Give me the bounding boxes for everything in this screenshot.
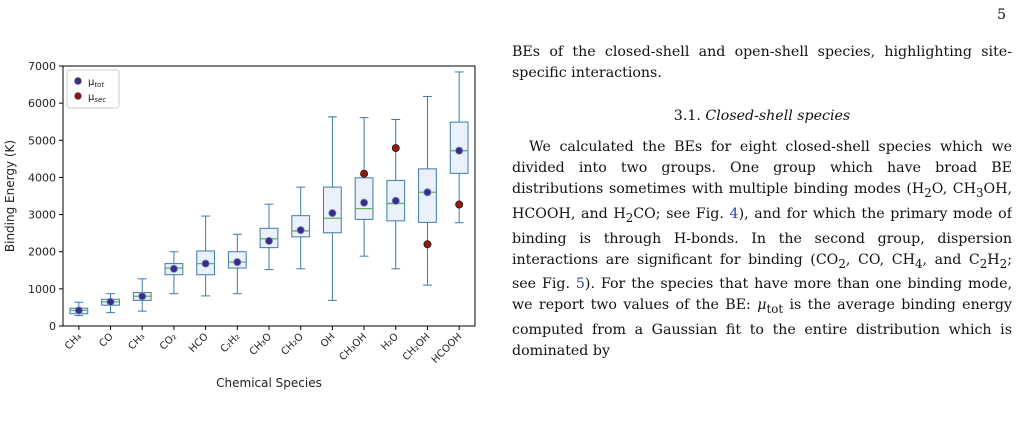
body-text: ; see Fig. [512, 251, 1012, 293]
plot-marks [69, 71, 469, 317]
subscript: 2 [979, 256, 988, 271]
legend: μtot μsec [66, 69, 120, 109]
x-tick-label: OH [319, 331, 338, 350]
body-text: ), and for which the primary mode of bin… [512, 205, 1012, 268]
mu-tot-point [201, 259, 210, 268]
subscript: tot [766, 302, 784, 317]
subscript: 2 [838, 256, 846, 271]
body-text: H [987, 251, 1000, 268]
y-tick-label: 6000 [28, 97, 56, 110]
mu-tot-point [138, 292, 147, 301]
y-tick-label: 3000 [28, 209, 56, 222]
mu-sec-point [391, 144, 400, 153]
plot-axes: 0 1000 2000 3000 4000 5000 6000 7000 Binding Ene… [3, 60, 476, 390]
legend-mu-tot-label: μtot [88, 77, 104, 89]
y-tick-label: 1000 [28, 283, 56, 296]
x-tick-label: CH₂OH [401, 331, 433, 363]
x-tick-label: C₂H₂ [219, 331, 243, 355]
intro-paragraph: BEs of the closed-shell and open-shell s… [512, 44, 1012, 81]
mu-tot-point [74, 306, 83, 315]
mu-tot-point [264, 236, 273, 245]
section-title: Closed-shell species [705, 108, 851, 124]
y-tick-label: 2000 [28, 246, 56, 259]
figure-ref-link[interactable]: 5 [575, 276, 585, 293]
x-axis-label: Chemical Species [216, 376, 322, 390]
x-tick-label: CH₂O [279, 331, 306, 358]
mu-tot-point [233, 258, 242, 267]
legend-mu-sec-marker [74, 92, 82, 100]
x-tick-label: CH₃ [126, 331, 147, 352]
x-tick-label: CH₃O [248, 331, 275, 358]
mu-tot-point [423, 188, 432, 197]
body-text: , CO, CH [845, 251, 915, 268]
mu-tot-point [328, 209, 337, 218]
subscript: 4 [914, 256, 923, 271]
body-text: We calculated the BEs for eight closed-s… [512, 139, 1012, 197]
mu-tot-point [360, 198, 369, 207]
legend-mu-tot-marker [74, 77, 82, 85]
section-heading: 3.1. Closed-shell species [512, 106, 1012, 127]
subscript: 3 [975, 185, 984, 200]
x-tick-label: HCOOH [430, 331, 464, 365]
x-tick-label: CH₃OH [337, 331, 369, 363]
legend-mu-sec-label: μsec [88, 92, 106, 104]
mu-symbol: μ [757, 297, 767, 314]
body-text: is the average binding energy computed f… [512, 297, 1012, 360]
box-9 [354, 177, 374, 220]
subscript: 2 [625, 210, 634, 225]
y-tick-label: 7000 [28, 60, 56, 73]
x-tick-label: H₂O [379, 331, 401, 353]
mu-tot-point [169, 264, 178, 273]
text-column: BEs of the closed-shell and open-shell s… [512, 42, 1012, 422]
y-tick-label: 5000 [28, 134, 56, 147]
body-text: ). For the species that have more than o… [512, 276, 1012, 314]
mu-tot-point [455, 146, 464, 155]
body-text: CO; see Fig. [633, 205, 730, 222]
plot-frame [62, 65, 476, 327]
mu-sec-point [423, 240, 432, 249]
x-tick-label: CO [97, 331, 115, 349]
mu-sec-point [455, 200, 464, 209]
mu-tot-point [391, 196, 400, 205]
subscript: 2 [924, 185, 932, 200]
x-tick-label: CO₂ [158, 331, 179, 352]
subscript: 2 [999, 256, 1008, 271]
x-tick-label: HCO [187, 331, 211, 355]
y-tick-label: 0 [49, 320, 56, 333]
mu-sec-point [360, 169, 369, 178]
body-text: , and C [922, 251, 980, 268]
mu-tot-point [106, 297, 115, 306]
y-axis-label: Binding Energy (K) [3, 140, 17, 252]
body-text: OH, HCOOH, and H [512, 181, 1012, 222]
figure-ref-link[interactable]: 4 [729, 205, 739, 222]
y-tick-label: 4000 [28, 171, 56, 184]
section-number: 3.1. [673, 108, 701, 124]
binding-energy-box-plot: 0 1000 2000 3000 4000 5000 6000 7000 Binding Ene… [3, 60, 476, 390]
mu-tot-point [296, 226, 305, 235]
x-tick-label: CH₄ [63, 331, 84, 352]
body-paragraph: We calculated the BEs for eight closed-s… [512, 137, 1012, 362]
page-number: 5 [997, 7, 1006, 23]
body-text: O, CH [931, 181, 976, 197]
